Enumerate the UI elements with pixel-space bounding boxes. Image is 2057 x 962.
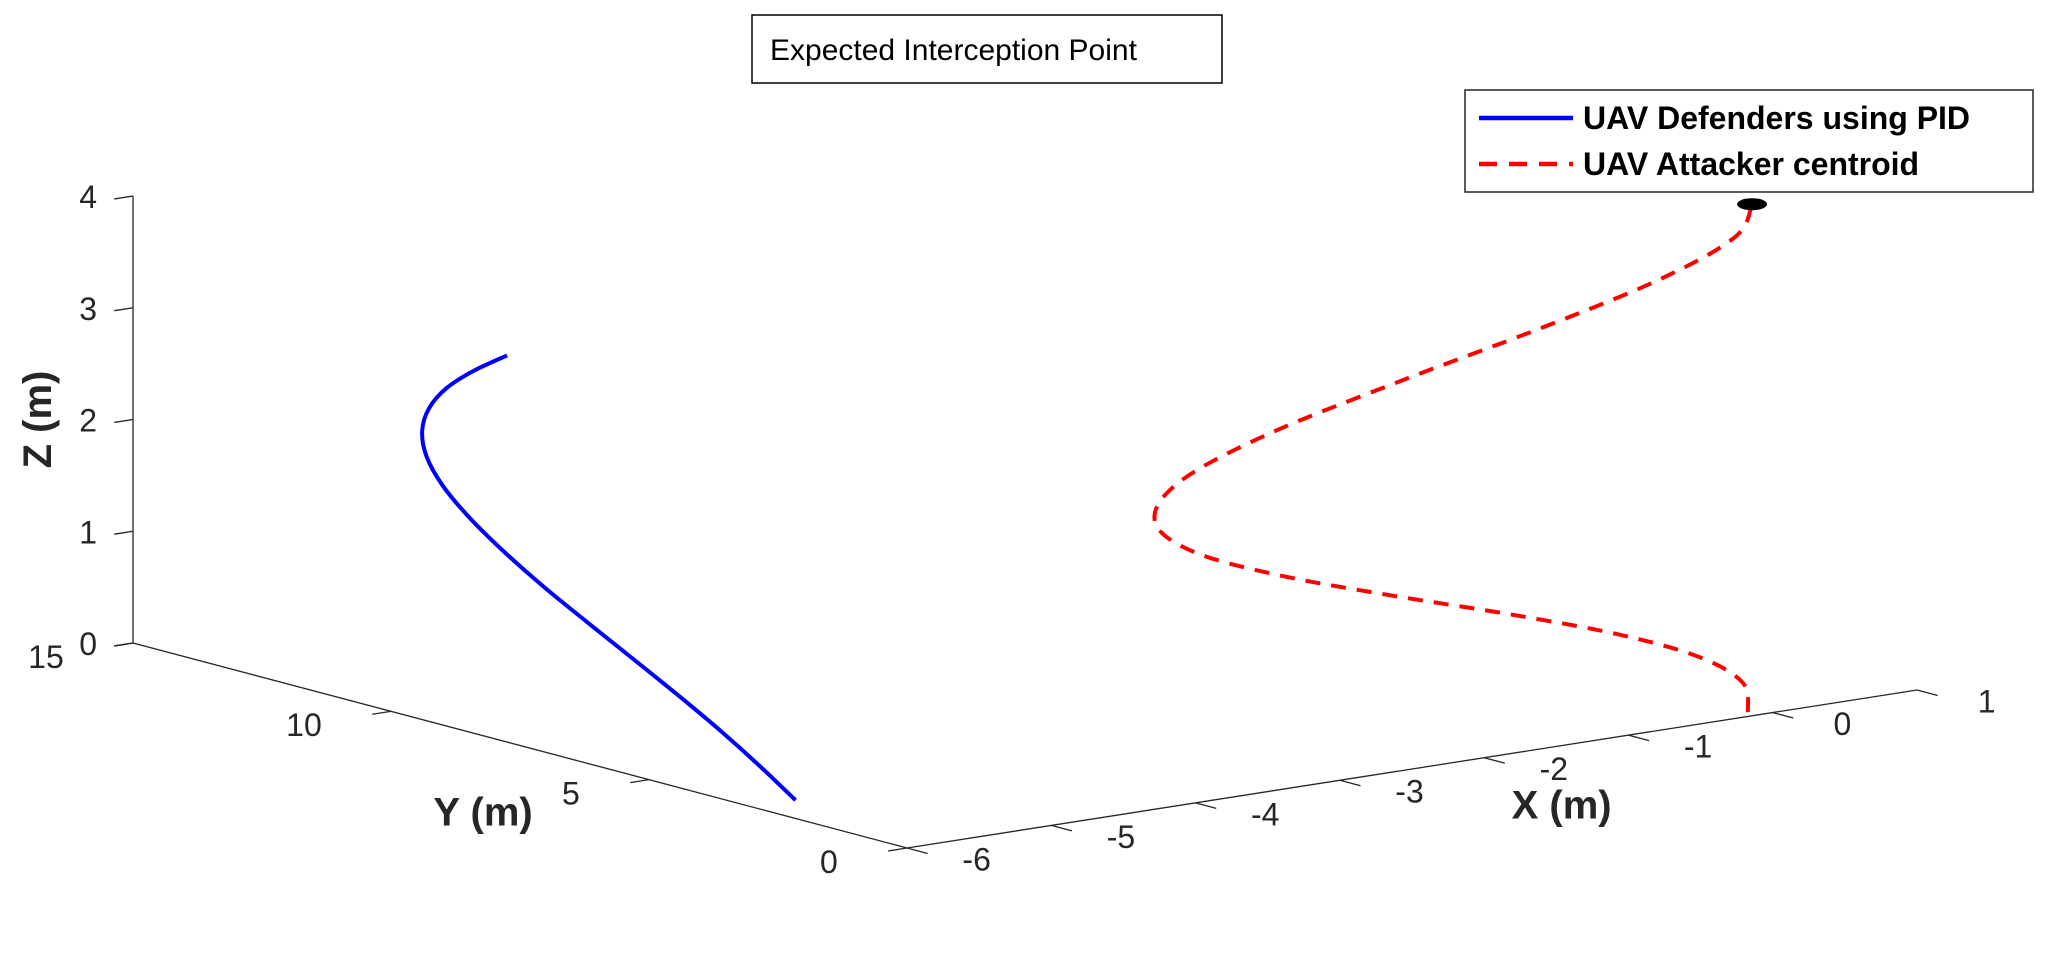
z-tick [114,307,134,312]
y-tick-label: 15 [28,639,64,675]
x-tick [1483,757,1505,764]
y-tick-label: 0 [820,844,838,880]
y-tick-label: 10 [286,707,322,743]
x-tick [1916,689,1938,697]
z-tick-label: 0 [79,626,97,662]
legend-label-attacker: UAV Attacker centroid [1583,146,1919,182]
x-tick-label: -4 [1251,796,1279,832]
y-axis-label: Y (m) [433,791,532,835]
x-tick-label: -3 [1395,774,1423,810]
legend-box [1464,89,2034,193]
z-tick-label: 1 [79,514,97,550]
x-tick-label: -5 [1107,819,1135,855]
z-tick-label: 3 [79,291,97,327]
x-tick-label: -6 [962,841,990,877]
x-tick-label: -1 [1684,729,1712,765]
y-tick [888,847,908,852]
x-tick-label: 0 [1833,706,1851,742]
series-line-attacker [1152,203,1754,713]
y-axis-line [132,642,908,849]
z-tick [114,418,134,424]
axes [132,196,1918,849]
x-tick [1051,824,1073,832]
x-tick-label: 1 [1978,683,1996,719]
x-tick [1195,802,1217,809]
x-axis-line [906,689,1918,849]
interception-point-marker [1737,198,1768,211]
annotation-box [751,14,1223,84]
series-line-defenders [420,353,797,802]
x-tick [1628,734,1650,742]
annotation: Expected Interception Point [751,14,1768,211]
series [420,203,1754,802]
x-tick-label: -2 [1540,751,1568,787]
legend-label-defenders: UAV Defenders using PID [1583,100,1970,136]
x-axis-label: X (m) [1512,784,1612,828]
y-tick [630,779,650,784]
x-tick [1339,779,1361,787]
z-axis-label: Z (m) [16,371,60,469]
z-tick [114,195,134,200]
y-tick-label: 5 [562,776,580,812]
x-tick [1772,711,1794,719]
x-tick [906,847,928,855]
y-tick [372,710,392,715]
z-tick-label: 2 [79,403,97,439]
z-tick [114,530,134,535]
z-tick [114,642,134,647]
z-tick-label: 4 [79,179,97,215]
annotation-text: Expected Interception Point [770,34,1138,67]
legend: UAV Defenders using PID UAV Attacker cent… [1464,89,2034,193]
